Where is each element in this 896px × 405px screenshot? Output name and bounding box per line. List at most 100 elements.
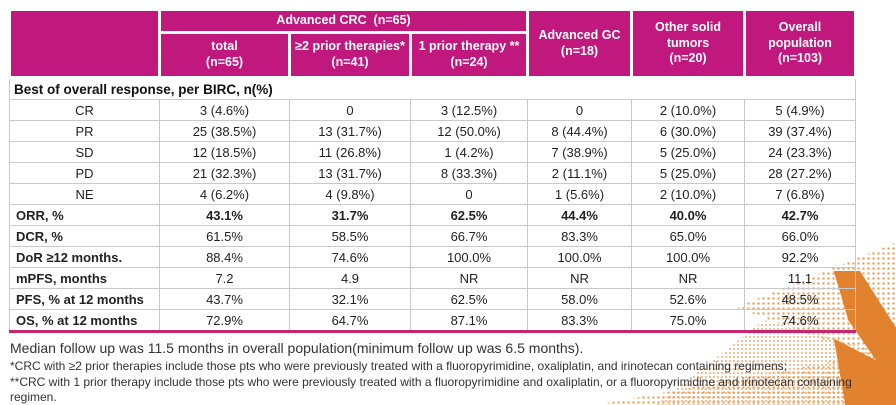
col-header-advanced-crc: Advanced CRC (n=65) [158,8,529,34]
cell: 39 (37.4%) [744,120,856,142]
row-label: DCR, % [9,225,160,247]
table-row-orr: ORR, % 43.1% 31.7% 62.5% 44.4% 40.0% 42.… [9,204,856,226]
cell: 100.0% [410,246,528,268]
table-row-dor: DoR ≥12 months. 88.4% 74.6% 100.0% 100.0… [9,246,856,268]
cell: 5 (4.9%) [744,99,856,121]
row-label: NE [9,183,160,205]
row-label: PFS, % at 12 months [9,288,160,310]
row-label: OS, % at 12 months [9,309,160,333]
table-row-os: OS, % at 12 months 72.9% 64.7% 87.1% 83.… [9,309,856,333]
table-row-ne: NE 4 (6.2%) 4 (9.8%) 0 1 (5.6%) 2 (10.0%… [9,183,856,205]
col-header-advanced-gc: Advanced GC (n=18) [526,8,633,79]
table-row-pr: PR 25 (38.5%) 13 (31.7%) 12 (50.0%) 8 (4… [9,120,856,142]
cell: 66.7% [410,225,528,247]
cell: 100.0% [631,246,745,268]
table-row-dcr: DCR, % 61.5% 58.5% 66.7% 83.3% 65.0% 66.… [9,225,856,247]
row-label: PD [9,162,160,184]
cell: 28 (27.2%) [744,162,856,184]
col-header-total: total (n=65) [158,31,291,79]
cell: 2 (11.1%) [527,162,632,184]
cell: 0 [289,99,411,121]
col-header-other-solid-tumors: Other solid tumors (n=20) [630,8,746,79]
table-row-sd: SD 12 (18.5%) 11 (26.8%) 1 (4.2%) 7 (38.… [9,141,856,163]
cell: 4 (9.8%) [289,183,411,205]
cell: 4.9 [289,267,411,289]
cell: 65.0% [631,225,745,247]
cell: 11.1 [744,267,856,289]
footnote-double-asterisk: **CRC with 1 prior therapy include those… [10,374,852,405]
col-header-overall-population: Overall population (n=103) [743,8,857,79]
cell: 62.5% [410,204,528,226]
cell: 92.2% [744,246,856,268]
cell: 64.7% [289,309,411,333]
cell: 61.5% [159,225,290,247]
cell: 2 (10.0%) [631,99,745,121]
cell: 1 (5.6%) [527,183,632,205]
corner-cell [8,8,161,79]
cell: 88.4% [159,246,290,268]
cell: 0 [410,183,528,205]
row-label: SD [9,141,160,163]
cell: 13 (31.7%) [289,162,411,184]
cell: 6 (30.0%) [631,120,745,142]
cell: 75.0% [631,309,745,333]
cell: NR [527,267,632,289]
cell: 31.7% [289,204,411,226]
cell: 2 (10.0%) [631,183,745,205]
cell: NR [410,267,528,289]
cell: 66.0% [744,225,856,247]
header-row-subgroups: total (n=65) ≥2 prior therapies* (n=41) … [10,31,856,79]
cell: 83.3% [527,309,632,333]
table-row-cr: CR 3 (4.6%) 0 3 (12.5%) 0 2 (10.0%) 5 (4… [9,99,856,121]
table-row-pd: PD 21 (32.3%) 13 (31.7%) 8 (33.3%) 2 (11… [9,162,856,184]
row-label: DoR ≥12 months. [9,246,160,268]
cell: 52.6% [631,288,745,310]
cell: 7.2 [159,267,290,289]
cell: 25 (38.5%) [159,120,290,142]
section-header-row: Best of overall response, per BIRC, n(%) [9,77,856,100]
section-header: Best of overall response, per BIRC, n(%) [9,77,856,100]
cell: 24 (23.3%) [744,141,856,163]
cell: 32.1% [289,288,411,310]
cell: 7 (6.8%) [744,183,856,205]
cell: 12 (18.5%) [159,141,290,163]
table-row-mpfs: mPFS, months 7.2 4.9 NR NR NR 11.1 [9,267,856,289]
cell: 5 (25.0%) [631,162,745,184]
row-label: PR [9,120,160,142]
cell: 43.1% [159,204,290,226]
cell: 4 (6.2%) [159,183,290,205]
cell: 3 (12.5%) [410,99,528,121]
cell: 0 [527,99,632,121]
footnote-asterisk: *CRC with ≥2 prior therapies include tho… [10,359,787,373]
row-label: mPFS, months [9,267,160,289]
cell: 42.7% [744,204,856,226]
cell: 58.5% [289,225,411,247]
results-table: Advanced CRC (n=65) Advanced GC (n=18) O… [8,8,857,333]
col-header-1-prior-therapy: 1 prior therapy ** (n=24) [409,31,529,79]
cell: 5 (25.0%) [631,141,745,163]
row-label: CR [9,99,160,121]
cell: 7 (38.9%) [527,141,632,163]
cell: 1 (4.2%) [410,141,528,163]
cell: 62.5% [410,288,528,310]
cell: 48.5% [744,288,856,310]
row-label: ORR, % [9,204,160,226]
follow-up-note: Median follow up was 11.5 months in over… [10,340,584,356]
cell: 100.0% [527,246,632,268]
cell: 3 (4.6%) [159,99,290,121]
cell: 87.1% [410,309,528,333]
cell: 74.6% [744,309,856,333]
cell: 21 (32.3%) [159,162,290,184]
table-row-pfs: PFS, % at 12 months 43.7% 32.1% 62.5% 58… [9,288,856,310]
header-row-groups: Advanced CRC (n=65) Advanced GC (n=18) O… [8,8,857,79]
cell: NR [631,267,745,289]
cell: 58.0% [527,288,632,310]
cell: 72.9% [159,309,290,333]
cell: 8 (44.4%) [527,120,632,142]
cell: 8 (33.3%) [410,162,528,184]
cell: 12 (50.0%) [410,120,528,142]
cell: 83.3% [527,225,632,247]
cell: 74.6% [289,246,411,268]
